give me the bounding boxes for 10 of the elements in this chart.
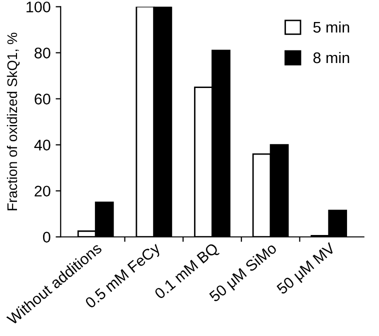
legend-label: 5 min xyxy=(313,21,350,33)
y-tick-label: 20 xyxy=(34,186,50,197)
x-tick-label: 50 μM MV xyxy=(276,242,338,297)
y-axis-title: Fraction of oxidized SkQ1, % xyxy=(6,32,20,210)
y-tick-label: 60 xyxy=(34,94,50,104)
y-tick-label: 100 xyxy=(26,2,50,12)
legend-label: 8 min xyxy=(313,52,350,64)
y-tick-label: 0 xyxy=(43,232,50,243)
y-tick-label: 40 xyxy=(34,140,50,150)
y-tick-label: 80 xyxy=(34,48,50,58)
